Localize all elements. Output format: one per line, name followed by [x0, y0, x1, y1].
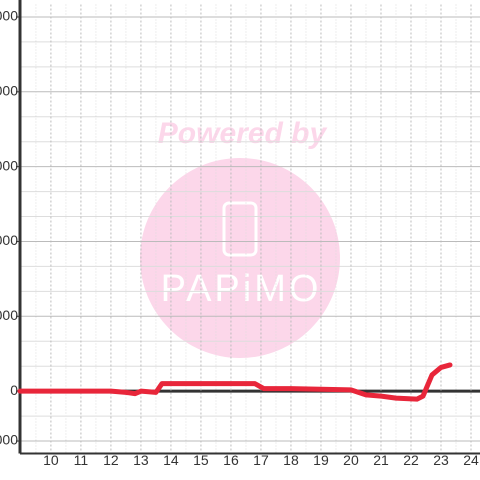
x-tick-label: 18 [283, 452, 299, 468]
x-tick-label: 11 [74, 452, 89, 468]
x-tick-label: 22 [403, 452, 419, 468]
x-tick-label: 21 [373, 452, 389, 468]
y-tick-label: 0 [10, 382, 18, 398]
x-tick-label: 10 [43, 452, 59, 468]
data-line [17, 362, 453, 402]
x-tick-label: 16 [223, 452, 239, 468]
y-tick-label: 150,000 [0, 8, 18, 24]
y-tick-label: -20,000 [0, 432, 18, 448]
y-tick-label: 30,000 [0, 307, 18, 323]
y-tick-label: 60,000 [0, 232, 18, 248]
x-tick-label: 13 [133, 452, 149, 468]
x-tick-label: 17 [253, 452, 269, 468]
x-tick-label: 19 [313, 452, 329, 468]
y-tick-label: 120,000 [0, 83, 18, 99]
y-tick-label: 90,000 [0, 157, 18, 173]
watermark-circle [140, 158, 340, 358]
x-tick-label: 14 [163, 452, 179, 468]
watermark-phone [222, 201, 258, 257]
watermark-text: Powered by [158, 117, 328, 150]
x-tick-label: 20 [343, 452, 359, 468]
watermark-logo: PAPiMO [161, 268, 322, 310]
x-tick-label: 24 [463, 452, 479, 468]
x-tick-label: 15 [193, 452, 209, 468]
x-tick-label: 23 [433, 452, 449, 468]
x-tick-label: 12 [103, 452, 119, 468]
